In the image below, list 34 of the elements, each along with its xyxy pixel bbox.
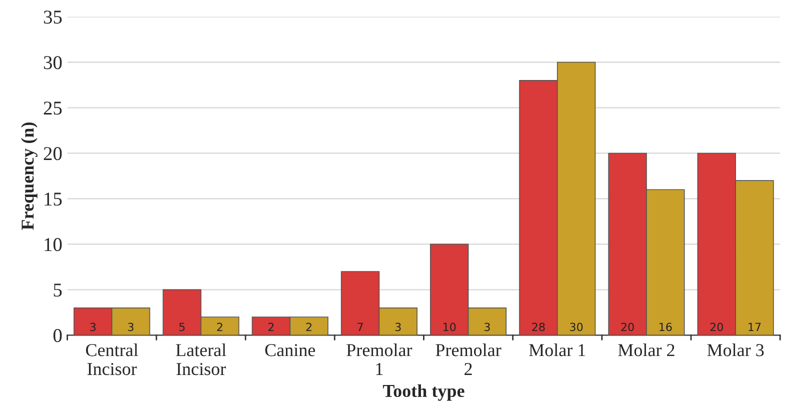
data-label: 16 xyxy=(660,322,672,332)
data-label: 30 xyxy=(570,322,583,332)
data-label: 17 xyxy=(748,322,761,331)
data-label: 28 xyxy=(532,322,545,332)
x-tick-label: Premolar 2 xyxy=(436,344,502,375)
x-axis-title: Tooth type xyxy=(382,384,464,401)
data-label: 5 xyxy=(179,322,185,332)
x-tick-label: Canine xyxy=(265,344,316,356)
y-tick-label: 0 xyxy=(53,329,62,342)
x-tick-label: Molar 2 xyxy=(618,344,674,356)
data-label: 3 xyxy=(128,322,134,332)
x-tick-label: Central Incisor xyxy=(86,344,138,376)
y-tick-label: 20 xyxy=(44,147,62,160)
x-tick-label: Molar 3 xyxy=(707,344,764,356)
y-tick-label: 30 xyxy=(44,56,62,70)
y-tick-label: 10 xyxy=(44,238,62,252)
data-label: 3 xyxy=(484,322,490,332)
data-label: 2 xyxy=(306,322,312,331)
data-label: 10 xyxy=(443,322,456,332)
data-label: 3 xyxy=(395,322,401,332)
data-label: 2 xyxy=(268,322,274,331)
y-tick-label: 15 xyxy=(44,192,62,206)
data-label: 20 xyxy=(621,322,634,332)
y-axis-title: Frequency (n) xyxy=(21,122,38,230)
data-label: 2 xyxy=(217,322,222,331)
data-label: 20 xyxy=(710,322,723,332)
y-tick-label: 5 xyxy=(54,284,62,297)
data-label: 3 xyxy=(90,322,96,332)
x-tick-label: Premolar 1 xyxy=(346,344,412,375)
y-tick-label: 25 xyxy=(44,102,62,115)
data-label: 7 xyxy=(358,322,363,331)
x-tick-label: Lateral Incisor xyxy=(176,344,226,376)
y-tick-label: 35 xyxy=(44,10,62,24)
x-tick-label: Molar 1 xyxy=(529,344,586,356)
